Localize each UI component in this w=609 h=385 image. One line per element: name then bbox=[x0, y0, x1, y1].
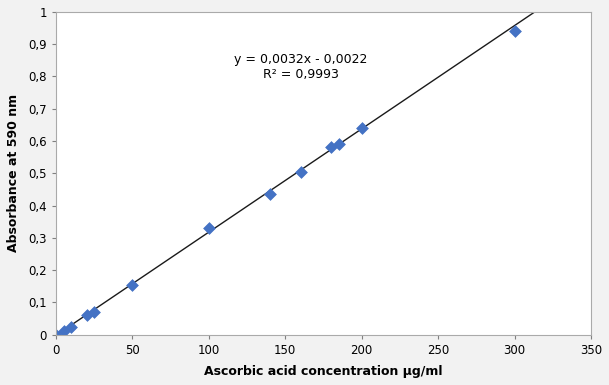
Point bbox=[51, 331, 61, 338]
Point bbox=[127, 281, 137, 288]
Point bbox=[295, 169, 305, 175]
Point bbox=[204, 225, 214, 231]
Point bbox=[265, 191, 275, 198]
Y-axis label: Absorbance at 590 nm: Absorbance at 590 nm bbox=[7, 94, 20, 253]
Point bbox=[82, 312, 91, 318]
Point bbox=[90, 309, 99, 315]
Point bbox=[334, 141, 343, 147]
Point bbox=[66, 323, 76, 330]
Point bbox=[357, 125, 367, 131]
Point bbox=[510, 28, 519, 34]
Point bbox=[58, 328, 68, 335]
Point bbox=[326, 144, 336, 151]
Text: y = 0,0032x - 0,0022
R² = 0,9993: y = 0,0032x - 0,0022 R² = 0,9993 bbox=[234, 53, 367, 81]
X-axis label: Ascorbic acid concentration µg/ml: Ascorbic acid concentration µg/ml bbox=[204, 365, 443, 378]
